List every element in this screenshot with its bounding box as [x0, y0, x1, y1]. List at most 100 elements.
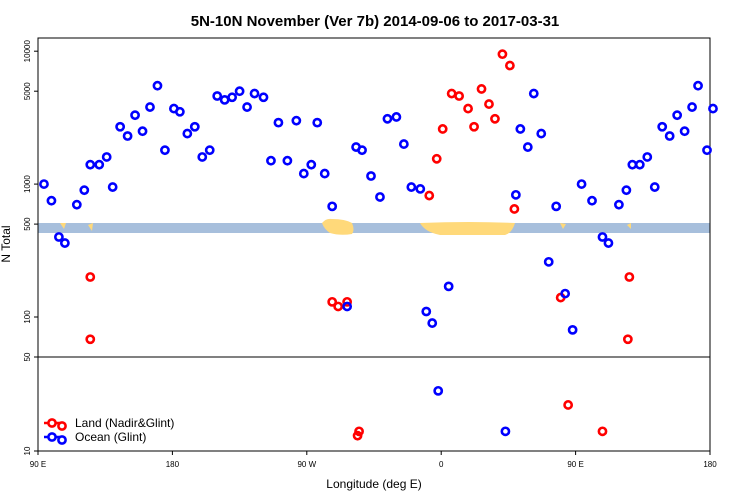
data-point: [152, 80, 163, 91]
legend-marker: [47, 418, 57, 428]
data-point: [437, 124, 448, 134]
data-point: [563, 400, 574, 410]
data-point: [107, 182, 118, 192]
data-point: [476, 84, 487, 94]
data-point: [79, 185, 90, 196]
series-land: [85, 49, 635, 441]
data-point: [687, 102, 697, 112]
data-point: [702, 145, 712, 156]
data-point: [212, 91, 223, 101]
data-point: [522, 142, 533, 152]
data-point: [130, 110, 140, 121]
legend-marker: [47, 432, 57, 442]
data-point: [197, 152, 208, 162]
data-point: [634, 159, 645, 170]
data-point: [708, 103, 718, 114]
data-point: [85, 334, 96, 345]
data-point: [664, 131, 675, 141]
data-point: [306, 159, 317, 170]
data-point: [504, 60, 515, 71]
chart-title: 5N-10N November (Ver 7b) 2014-09-06 to 2…: [191, 13, 560, 30]
x-tick-label: 90 E: [30, 460, 46, 469]
data-point: [679, 126, 690, 137]
data-point: [624, 272, 635, 282]
data-point: [382, 113, 393, 124]
y-tick-label: 100: [23, 310, 32, 324]
data-point: [298, 168, 309, 179]
data-point: [39, 179, 49, 189]
data-point: [500, 426, 511, 437]
data-point: [189, 121, 200, 132]
x-tick-label: 90 W: [297, 460, 316, 469]
landmass-africa: [420, 222, 515, 235]
y-tick-label: 10: [23, 446, 32, 455]
data-point: [204, 145, 215, 156]
data-point: [101, 152, 112, 162]
data-point: [536, 128, 547, 139]
data-point: [597, 232, 608, 242]
y-tick-label: 500: [23, 217, 32, 231]
data-point: [319, 168, 330, 179]
data-point: [227, 92, 238, 103]
data-point: [366, 171, 376, 181]
data-point: [642, 152, 653, 162]
data-point: [137, 126, 148, 137]
data-point: [515, 124, 526, 134]
data-point: [342, 296, 353, 307]
y-tick-label: 5000: [23, 82, 32, 100]
data-point: [145, 102, 155, 112]
data-point: [59, 238, 70, 248]
data-point: [249, 88, 260, 99]
data-point: [576, 179, 587, 189]
axis-ticks: 90 E 180 90 W 0 90 E 180 10 50 100 500 1000 5000 100…: [23, 40, 717, 469]
landmass-island: [627, 223, 631, 229]
x-tick-label: 90 E: [567, 460, 583, 469]
data-point: [115, 121, 126, 132]
data-point: [427, 318, 438, 328]
data-point: [160, 145, 170, 156]
legend-label: Ocean (Glint): [75, 430, 146, 444]
data-point: [375, 192, 385, 202]
data-point: [273, 117, 284, 128]
legend-label: Land (Nadir&Glint): [75, 416, 174, 430]
data-point: [174, 106, 185, 117]
y-tick-label: 50: [23, 352, 32, 361]
data-point: [71, 199, 82, 210]
data-point: [528, 88, 539, 99]
data-point: [463, 103, 473, 114]
data-point: [333, 301, 344, 312]
data-point: [85, 159, 96, 170]
data-point: [649, 182, 660, 192]
data-point: [484, 99, 494, 109]
data-point: [443, 281, 454, 292]
x-tick-label: 180: [703, 460, 717, 469]
data-point: [291, 115, 302, 126]
legend-marker: [57, 435, 67, 445]
data-point: [342, 301, 353, 312]
legend-marker: [57, 421, 67, 431]
data-point: [597, 426, 608, 437]
data-point: [497, 49, 508, 60]
data-point: [672, 110, 683, 121]
y-tick-label: 10000: [23, 40, 32, 63]
data-point: [266, 155, 276, 166]
data-point: [551, 201, 562, 212]
data-point: [621, 185, 632, 196]
data-point: [490, 113, 500, 124]
data-point: [560, 288, 571, 299]
ocean-band: [38, 223, 710, 233]
x-tick-label: 0: [439, 460, 444, 469]
x-axis-label: Longitude (deg E): [326, 477, 421, 491]
legend: Land (Nadir&Glint)Ocean (Glint): [44, 416, 174, 445]
data-point: [614, 199, 624, 210]
data-point: [46, 195, 57, 206]
data-point: [454, 91, 465, 101]
plot-frame: [37, 37, 711, 452]
data-point: [242, 102, 252, 112]
data-point: [693, 80, 703, 91]
data-point: [312, 117, 323, 128]
data-point: [433, 385, 444, 396]
series-ocean: [39, 80, 718, 437]
data-point: [567, 324, 578, 335]
